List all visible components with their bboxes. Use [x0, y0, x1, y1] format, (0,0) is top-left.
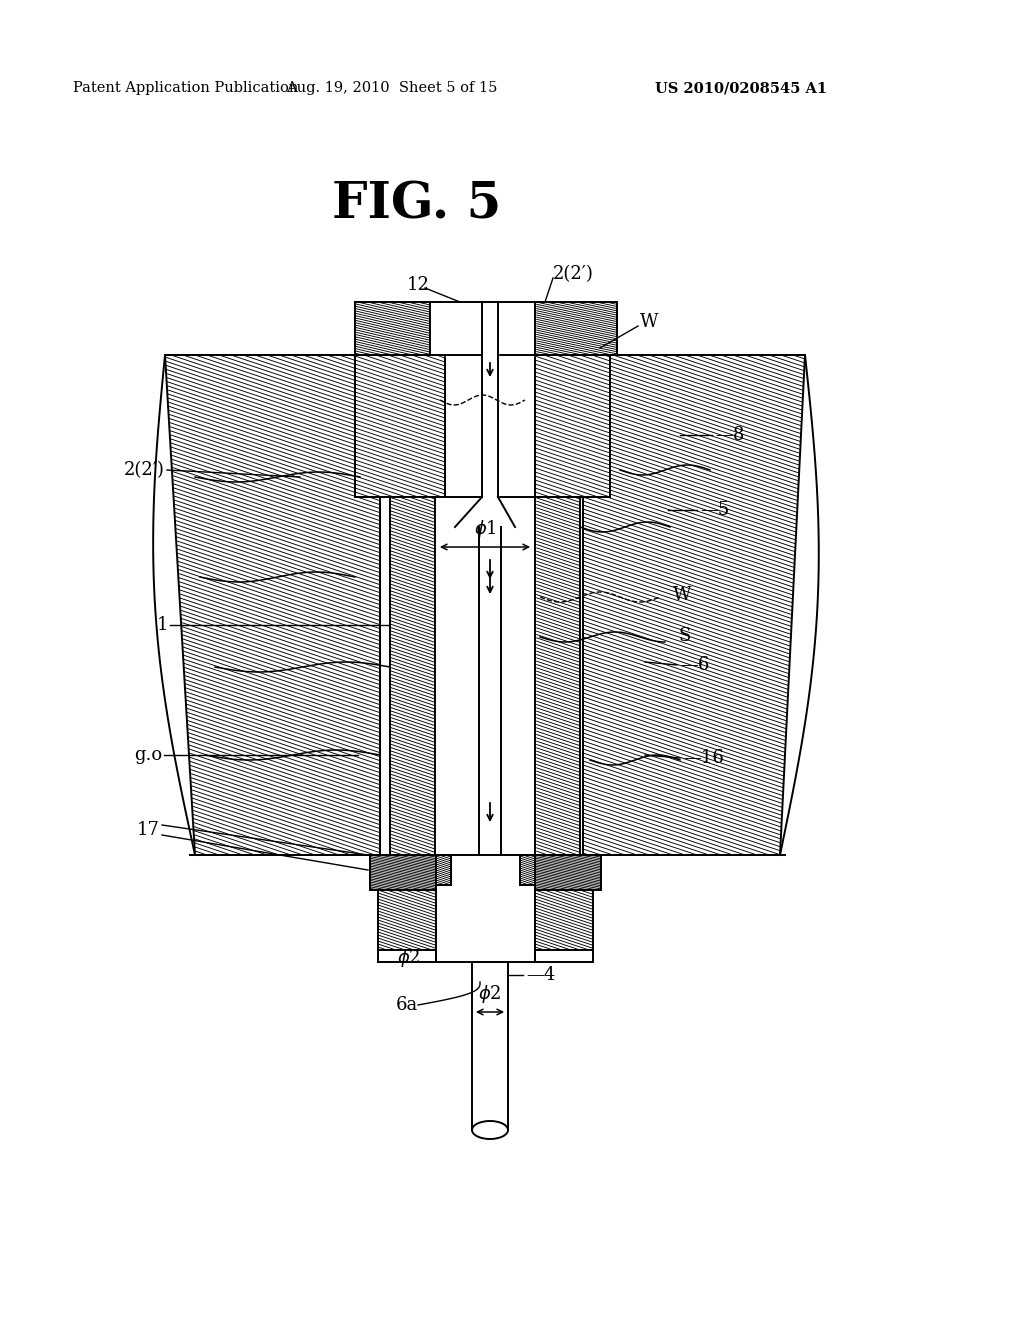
- Polygon shape: [535, 890, 593, 950]
- Text: —8: —8: [715, 426, 744, 444]
- Polygon shape: [380, 855, 583, 870]
- Polygon shape: [436, 855, 535, 962]
- Text: 12: 12: [407, 276, 429, 294]
- Polygon shape: [435, 498, 535, 855]
- Text: 2(2′): 2(2′): [124, 461, 165, 479]
- Polygon shape: [535, 498, 580, 855]
- Text: —6: —6: [680, 656, 710, 675]
- Polygon shape: [378, 890, 436, 950]
- Polygon shape: [370, 855, 436, 890]
- Polygon shape: [355, 355, 445, 498]
- Text: 6a: 6a: [395, 997, 418, 1014]
- Text: 17: 17: [137, 821, 160, 840]
- Text: W: W: [640, 313, 658, 331]
- Polygon shape: [482, 355, 498, 498]
- Polygon shape: [520, 855, 535, 884]
- Text: FIG. 5: FIG. 5: [333, 181, 502, 230]
- Text: S: S: [678, 627, 690, 645]
- Text: —4: —4: [526, 966, 555, 983]
- Polygon shape: [472, 962, 508, 1130]
- Text: $\phi$2: $\phi$2: [396, 946, 420, 969]
- Text: 2(2′): 2(2′): [553, 265, 594, 282]
- Text: Patent Application Publication: Patent Application Publication: [73, 81, 298, 95]
- Ellipse shape: [472, 1121, 508, 1139]
- Text: US 2010/0208545 A1: US 2010/0208545 A1: [655, 81, 827, 95]
- Polygon shape: [430, 302, 535, 355]
- Text: —5: —5: [700, 502, 729, 519]
- Text: $\phi$1: $\phi$1: [474, 517, 497, 540]
- Polygon shape: [165, 355, 380, 855]
- Polygon shape: [583, 355, 805, 855]
- Polygon shape: [535, 302, 617, 355]
- Polygon shape: [535, 950, 593, 962]
- Text: g.o: g.o: [134, 746, 162, 764]
- Polygon shape: [455, 498, 515, 527]
- Polygon shape: [355, 302, 430, 355]
- Polygon shape: [482, 302, 498, 355]
- Text: 1: 1: [157, 616, 168, 634]
- Text: W: W: [673, 586, 691, 605]
- Polygon shape: [378, 950, 436, 962]
- Polygon shape: [390, 498, 435, 855]
- Polygon shape: [479, 527, 501, 855]
- Polygon shape: [436, 855, 451, 884]
- Polygon shape: [535, 855, 601, 890]
- Text: $\phi$2: $\phi$2: [478, 983, 502, 1005]
- Text: —16: —16: [683, 748, 724, 767]
- Text: Aug. 19, 2010  Sheet 5 of 15: Aug. 19, 2010 Sheet 5 of 15: [287, 81, 498, 95]
- Polygon shape: [535, 355, 610, 498]
